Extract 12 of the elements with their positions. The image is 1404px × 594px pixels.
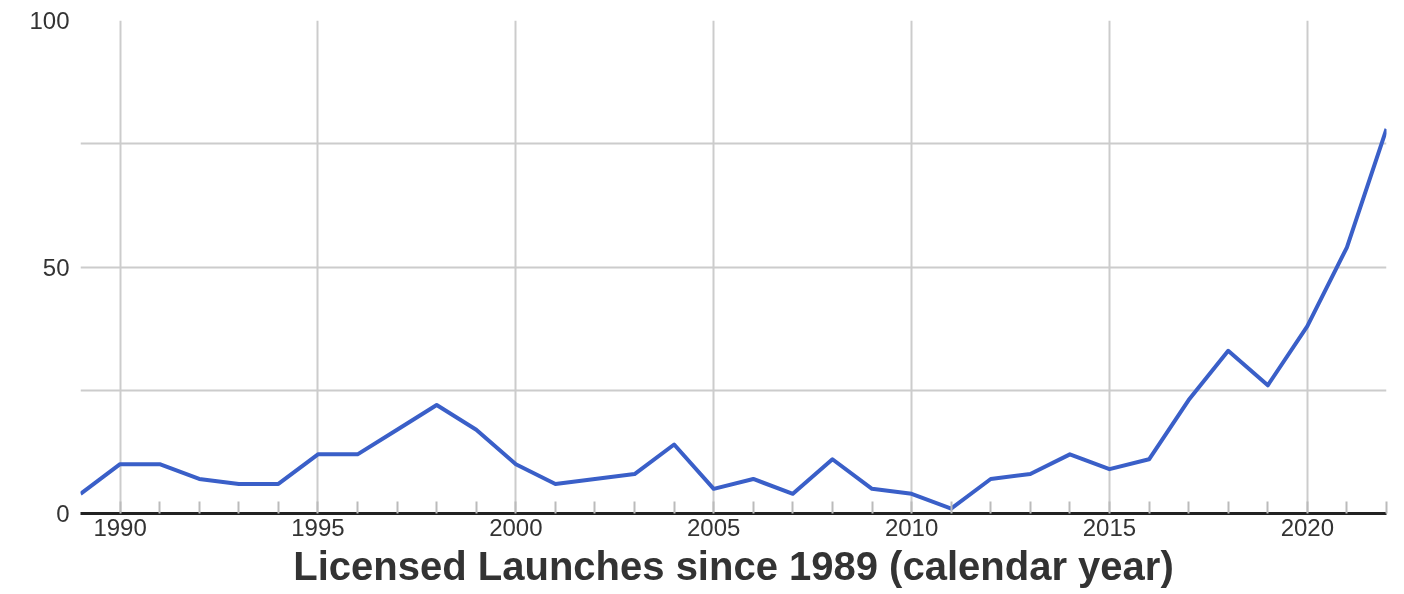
y-tick-label: 100 (29, 7, 70, 34)
x-tick-label: 2015 (1082, 513, 1137, 541)
x-tick-label: 2020 (1280, 513, 1335, 541)
x-tick-label: 2000 (489, 513, 543, 541)
x-tick-label: 2005 (687, 513, 741, 541)
x-axis-title: Licensed Launches since 1989 (calendar year) (293, 543, 1174, 588)
x-tick-label: 1990 (93, 513, 147, 541)
y-tick-label: 0 (56, 500, 70, 527)
line-series (80, 126, 1387, 511)
x-tick-label: 1995 (291, 513, 345, 541)
x-tick-label: 2010 (884, 513, 939, 541)
y-tick-label: 50 (42, 253, 70, 281)
